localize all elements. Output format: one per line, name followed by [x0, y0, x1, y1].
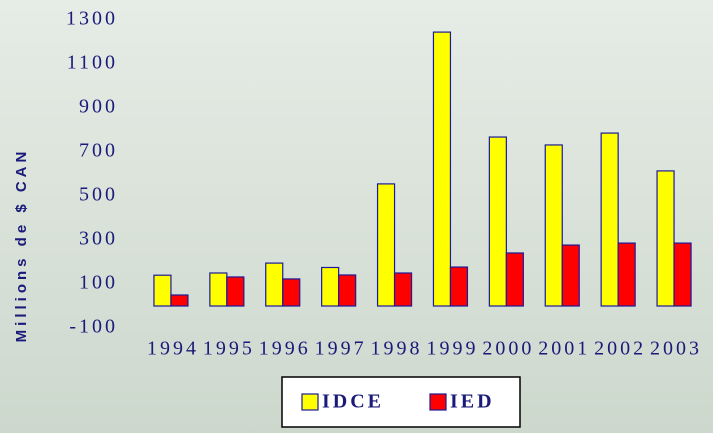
bar — [600, 132, 619, 307]
y-tick-label: 300 — [79, 228, 118, 250]
y-axis-title: Millions de $ CAN — [13, 148, 30, 343]
x-tick-label: 1997 — [315, 338, 367, 360]
bar — [561, 244, 580, 307]
legend-box — [281, 376, 521, 428]
bar — [321, 266, 340, 307]
y-tick-label: -100 — [69, 316, 118, 338]
x-tick-label: 2002 — [594, 338, 646, 360]
x-tick-label: 2003 — [650, 338, 702, 360]
bar — [265, 262, 284, 307]
bar — [338, 274, 357, 307]
y-tick-label: 500 — [79, 184, 118, 206]
bar — [449, 266, 469, 307]
legend-swatch — [301, 393, 319, 411]
x-tick-label: 1995 — [203, 338, 255, 360]
bar — [209, 272, 228, 307]
bar — [488, 136, 507, 307]
y-tick-label: 1100 — [67, 52, 118, 74]
y-tick-label: 900 — [79, 96, 118, 118]
bar — [393, 272, 413, 307]
legend-label: IED — [450, 391, 495, 413]
x-tick-label: 1999 — [426, 338, 478, 360]
y-tick-label: 1300 — [66, 8, 118, 30]
x-tick-label: 1998 — [371, 338, 423, 360]
bar — [544, 144, 563, 307]
bar — [153, 274, 172, 307]
y-tick-label: 100 — [79, 272, 118, 294]
x-tick-label: 2000 — [482, 338, 534, 360]
y-tick-label: 700 — [79, 140, 118, 162]
bar — [170, 294, 189, 307]
legend-swatch — [429, 393, 447, 411]
x-tick-label: 1996 — [259, 338, 311, 360]
bar — [376, 183, 396, 307]
legend-label: IDCE — [322, 391, 384, 413]
x-tick-label: 1994 — [147, 338, 199, 360]
bar — [282, 278, 301, 307]
bar — [617, 242, 636, 307]
bar — [505, 252, 524, 307]
bar — [226, 276, 245, 307]
bar — [673, 242, 692, 307]
x-tick-label: 2001 — [538, 338, 590, 360]
bar — [656, 170, 675, 307]
bar — [432, 31, 452, 307]
